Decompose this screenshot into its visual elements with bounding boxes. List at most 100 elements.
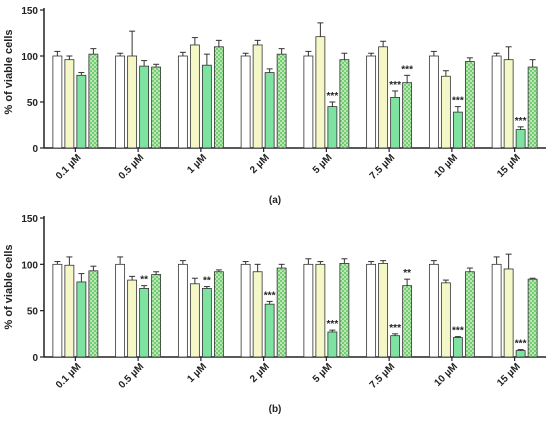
bar xyxy=(64,264,75,358)
y-tick-label: 100 xyxy=(21,260,38,271)
bar xyxy=(339,263,350,358)
y-tick-label: 0 xyxy=(32,144,38,155)
bar xyxy=(402,285,413,358)
significance-label: *** xyxy=(515,116,527,127)
bar xyxy=(76,281,87,358)
bar xyxy=(252,44,263,149)
x-tick-label: 1 µM xyxy=(185,361,209,385)
bar xyxy=(527,278,538,358)
chart-panel-a: % of viable cells (a) 0 50 100 150 0.1 µM 0.5… xyxy=(3,6,546,206)
x-tick-label: 2 µM xyxy=(248,152,272,176)
bar xyxy=(428,263,439,358)
y-tick-label: 50 xyxy=(27,307,39,318)
bar xyxy=(127,279,138,358)
bar xyxy=(151,66,162,149)
bar xyxy=(452,337,463,358)
bar xyxy=(240,263,251,358)
bar xyxy=(127,55,138,149)
x-tick-label: 7.5 µM xyxy=(368,152,398,182)
bar xyxy=(177,263,188,358)
significance-label: *** xyxy=(452,326,464,337)
bar xyxy=(252,271,263,358)
bar xyxy=(315,36,326,149)
bar xyxy=(189,44,200,149)
significance-label: *** xyxy=(327,319,339,330)
y-tick-label: 150 xyxy=(21,214,38,225)
bar xyxy=(440,75,451,149)
x-tick-label: 7.5 µM xyxy=(368,361,398,391)
x-tick-label: 1 µM xyxy=(185,152,209,176)
significance-label: *** xyxy=(327,91,339,102)
bar xyxy=(327,106,338,149)
significance-label: *** xyxy=(389,323,401,334)
bar xyxy=(515,350,526,358)
bar xyxy=(527,66,538,149)
x-tick-label: 0.5 µM xyxy=(117,152,147,182)
x-tick-label: 0.5 µM xyxy=(117,361,147,391)
bar xyxy=(264,72,275,149)
chart-panel-b: % of viable cells (b) 0 50 100 150 0.1 µM 0.5… xyxy=(3,214,546,415)
y-tick-label: 50 xyxy=(27,98,39,109)
bar xyxy=(276,267,287,358)
bar xyxy=(139,65,150,149)
bar xyxy=(491,55,502,149)
significance-label: *** xyxy=(515,339,527,350)
x-tick-label: 15 µM xyxy=(495,361,523,389)
x-tick-label: 5 µM xyxy=(311,152,335,176)
significance-label: ** xyxy=(403,268,411,279)
bar xyxy=(177,55,188,149)
bar xyxy=(303,55,314,149)
significance-label: *** xyxy=(452,96,464,107)
y-tick-label: 100 xyxy=(21,52,38,63)
panel-label: (a) xyxy=(269,195,281,206)
bar xyxy=(201,288,212,358)
panel-label: (b) xyxy=(269,404,282,415)
x-tick-label: 15 µM xyxy=(495,152,523,180)
bar xyxy=(366,263,377,358)
bar xyxy=(452,111,463,149)
bar xyxy=(390,335,401,358)
bar xyxy=(189,283,200,358)
bar xyxy=(303,263,314,358)
bar xyxy=(390,97,401,149)
x-tick-label: 2 µM xyxy=(248,361,272,385)
bar xyxy=(276,53,287,149)
significance-label: *** xyxy=(401,64,413,75)
significance-label: *** xyxy=(264,290,276,301)
bar xyxy=(378,263,389,358)
bar xyxy=(139,288,150,358)
bar xyxy=(201,64,212,149)
y-tick-label: 150 xyxy=(21,6,38,17)
significance-label: ** xyxy=(140,275,148,286)
y-tick-label: 0 xyxy=(32,353,38,364)
bar xyxy=(88,270,99,358)
bar xyxy=(52,263,63,358)
bar xyxy=(115,55,126,149)
significance-label: ** xyxy=(203,276,211,287)
bar xyxy=(503,59,514,149)
x-tick-label: 5 µM xyxy=(311,361,335,385)
bar xyxy=(151,274,162,358)
bar xyxy=(88,53,99,149)
bar xyxy=(339,59,350,149)
x-tick-label: 10 µM xyxy=(432,361,460,389)
bar xyxy=(315,263,326,358)
bar xyxy=(464,61,475,149)
bar xyxy=(52,55,63,149)
bar xyxy=(76,74,87,149)
bar xyxy=(213,271,224,358)
bar xyxy=(213,46,224,149)
x-tick-label: 0.1 µM xyxy=(54,361,84,391)
bar xyxy=(366,55,377,149)
bar xyxy=(491,263,502,358)
bar xyxy=(115,263,126,358)
bar xyxy=(240,55,251,149)
bar xyxy=(264,303,275,358)
bar xyxy=(515,129,526,149)
bar xyxy=(64,59,75,149)
bar xyxy=(402,82,413,149)
bar xyxy=(440,282,451,358)
y-axis-label: % of viable cells xyxy=(3,245,15,330)
x-tick-label: 0.1 µM xyxy=(54,152,84,182)
